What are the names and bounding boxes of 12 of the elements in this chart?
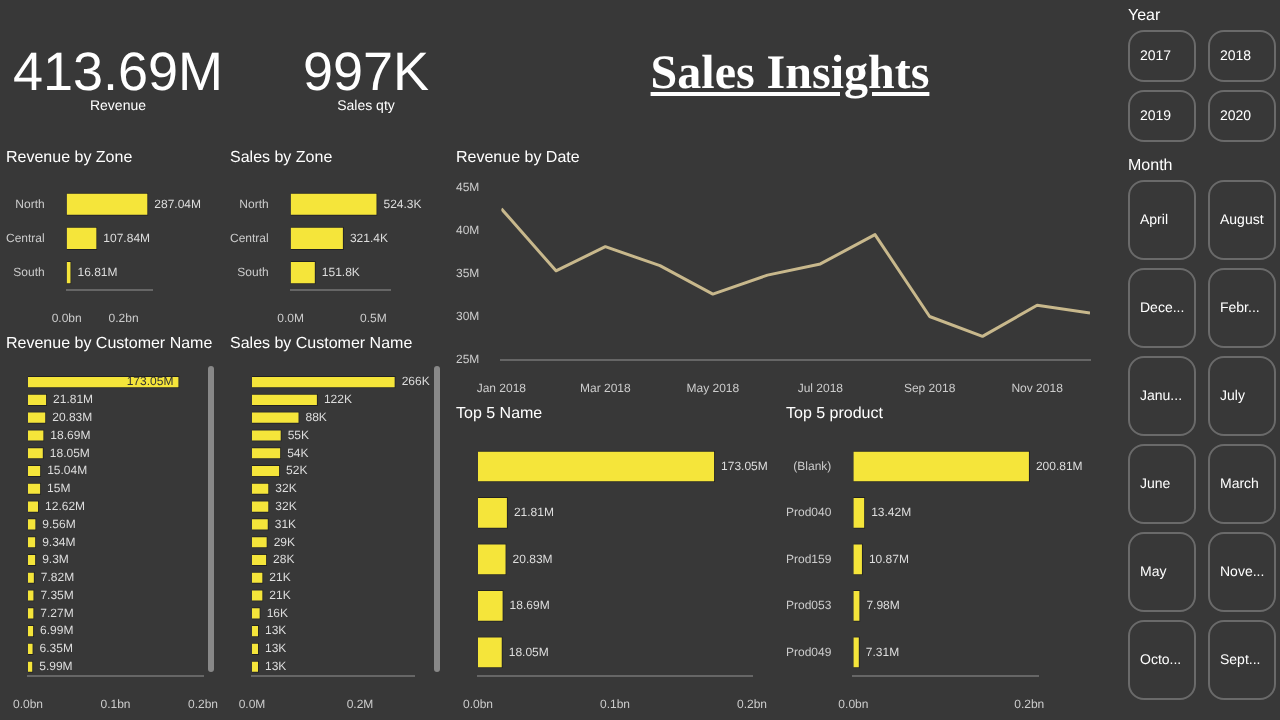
text: 997K — [300, 42, 432, 102]
text: Sales Insights — [648, 48, 932, 102]
chart-title: Sales by Zone — [230, 148, 333, 166]
text: 413.69M — [10, 42, 226, 102]
text: Month — [1128, 156, 1173, 174]
chart-title: Top 5 Name — [456, 404, 543, 422]
text: Year — [1128, 6, 1161, 24]
chart-title: Revenue by Date — [456, 148, 580, 166]
chart-title: Revenue by Customer Name — [6, 334, 213, 352]
chart-title: Revenue by Zone — [6, 148, 133, 166]
chart-title: Sales by Customer Name — [230, 334, 413, 352]
chart-title: Top 5 product — [786, 404, 883, 422]
